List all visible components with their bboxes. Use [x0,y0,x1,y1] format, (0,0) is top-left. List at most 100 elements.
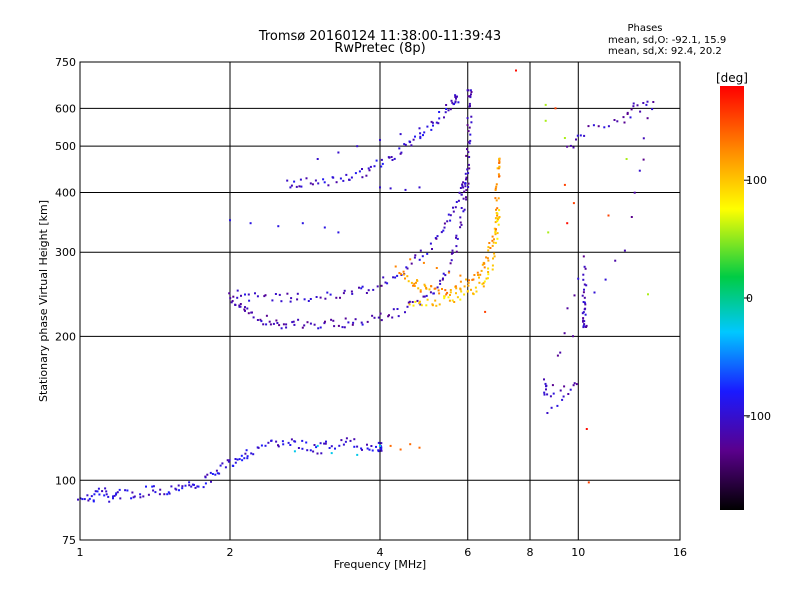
echo-point [455,245,458,248]
echo-point [623,249,626,252]
echo-point [211,473,214,475]
echo-point [377,316,380,319]
echo-point [498,162,501,164]
echo-point [264,294,267,297]
echo-point [416,279,419,282]
echo-point [337,151,340,154]
echo-point [360,321,363,324]
echo-point [563,385,566,388]
echo-point [625,158,628,160]
echo-point [447,213,450,216]
echo-point [132,496,135,499]
echo-point [551,384,554,387]
echo-point [629,116,632,119]
echo-point [457,199,460,202]
echo-point [449,262,452,265]
echo-point [441,288,443,290]
echo-point [246,307,249,310]
echo-point [152,485,155,488]
echo-point [442,277,444,280]
echo-point [481,283,484,286]
echo-point [597,125,600,128]
echo-point [329,293,332,296]
echo-point [370,445,373,447]
echo-point [342,443,345,446]
echo-point [312,450,315,453]
echo-point [455,292,457,295]
echo-point [234,461,237,464]
echo-point [296,292,299,295]
echo-point [569,388,572,391]
echo-point [467,186,470,188]
echo-point [277,225,280,228]
echo-point [210,480,212,483]
echo-point [447,271,450,274]
echo-point [231,464,234,467]
echo-point [583,296,586,299]
echo-point [498,166,501,169]
echo-point [377,450,380,453]
echo-point [409,141,412,144]
echo-point [94,490,97,493]
echo-point [583,134,586,137]
echo-point [371,314,374,317]
echo-point [467,281,470,284]
echo-point [345,173,348,176]
echo-point [478,281,481,284]
echo-point [309,298,312,300]
echo-point [462,186,465,189]
echo-point [493,227,496,230]
echo-point [471,278,474,281]
echo-point [418,302,421,305]
echo-point [407,280,410,283]
echo-point [465,176,468,179]
echo-point [460,207,463,209]
echo-point [556,354,559,357]
echo-point [494,197,497,200]
echo-point [459,187,462,189]
echo-point [154,491,157,494]
echo-point [581,312,584,315]
echo-point [282,443,285,446]
echo-point [470,121,473,124]
echo-point [426,252,429,255]
echo-point [193,483,195,486]
echo-point [582,301,585,303]
echo-point [238,304,241,307]
echo-point [413,256,416,259]
echo-point [474,286,477,289]
echo-point [241,459,244,462]
echo-point [92,500,95,503]
echo-point [333,325,336,328]
echo-point [224,466,227,469]
echo-point [296,298,299,301]
echo-point [442,229,445,232]
echo-point [416,299,419,302]
echo-point [464,182,467,185]
echo-point [515,69,517,72]
colorbar-tick-label: 100 [746,174,767,187]
x-axis-ticks: 1 2 4 6 8 10 16 [77,546,688,559]
echo-point [218,472,221,475]
echo-point [267,441,270,444]
echo-point [275,319,278,322]
echo-point [438,111,441,113]
echo-point [324,297,327,300]
echo-point [343,326,346,329]
echo-point [480,269,483,272]
echo-point [466,117,469,120]
echo-point [194,486,197,489]
echo-point [342,292,345,295]
echo-point [469,139,472,142]
echo-point [388,156,391,159]
echo-point [467,182,470,185]
echo-point [418,186,421,189]
echo-point [453,103,455,105]
echo-point [584,267,587,270]
echo-point [316,158,319,160]
echo-point [432,124,434,127]
echo-point [467,163,470,166]
echo-point [81,498,84,501]
echo-point [583,265,586,268]
echo-point [454,100,457,103]
